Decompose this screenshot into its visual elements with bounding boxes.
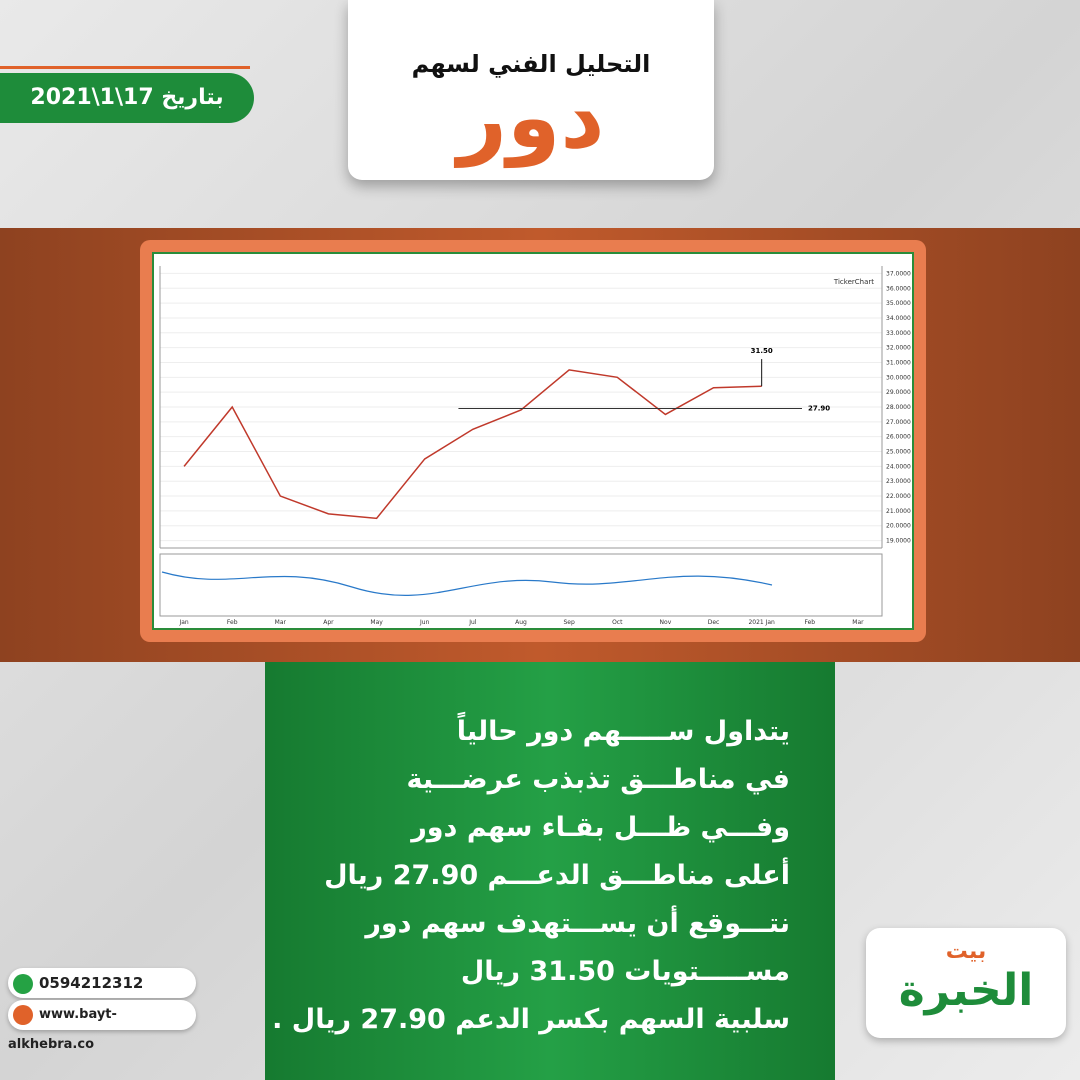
- y-tick-label: 30.0000: [886, 374, 911, 381]
- chart: TickerChart 19.0000 20.0000 21.0000 22.0000…: [152, 252, 914, 630]
- body-line: في مناطـــق تذبذب عرضـــية: [406, 764, 790, 795]
- x-tick-label: Jul: [468, 619, 477, 626]
- target-label: 31.50: [751, 347, 773, 355]
- y-tick-label: 20.0000: [886, 523, 911, 530]
- logo-main: الخبرة: [898, 965, 1034, 1016]
- body-line: أعلى مناطـــق الدعـــم 27.90 ريال: [324, 860, 790, 891]
- y-tick-label: 22.0000: [886, 493, 911, 500]
- x-tick-label: Aug: [515, 619, 527, 626]
- y-tick-label: 36.0000: [886, 285, 911, 292]
- indicator-pane: [159, 553, 883, 617]
- title: دور: [457, 68, 605, 168]
- phone-icon: [13, 973, 33, 994]
- support-label: 27.90: [808, 404, 830, 412]
- date-rule: [0, 66, 250, 69]
- x-tick-label: May: [370, 619, 383, 626]
- y-tick-label: 21.0000: [886, 508, 911, 515]
- y-tick-label: 26.0000: [886, 434, 911, 441]
- web-icon: [13, 1004, 33, 1025]
- text-box: [265, 662, 835, 1080]
- body-line: سلبية السهم بكسر الدعم 27.90 ريال .: [272, 1004, 790, 1035]
- body-line: نتـــوقع أن يســـتهدف سهم دور: [365, 908, 790, 939]
- x-tick-label: Dec: [708, 619, 720, 626]
- x-tick-label: Jan: [178, 619, 188, 626]
- phone-number: 0594212312: [39, 974, 144, 992]
- y-tick-label: 19.0000: [886, 538, 911, 545]
- subtitle: التحليل الفني لسهم: [411, 50, 651, 78]
- indicator-line: [161, 571, 773, 596]
- y-tick-label: 29.0000: [886, 389, 911, 396]
- date: بتاريخ 17\1\2021: [0, 73, 254, 123]
- y-tick-label: 28.0000: [886, 404, 911, 411]
- y-tick-label: 24.0000: [886, 463, 911, 470]
- body-line: يتداول ســـــهم دور حالياً: [456, 716, 790, 747]
- body-line: وفـــي ظـــل بقـاء سهم دور: [411, 812, 790, 843]
- website-url: www.bayt-alkhebra.co: [8, 1007, 117, 1052]
- x-tick-label: Feb: [804, 619, 815, 626]
- x-tick-label: 2021 Jan: [748, 619, 775, 626]
- x-tick-label: Oct: [612, 619, 623, 626]
- website: www.bayt-alkhebra.co: [8, 1000, 196, 1052]
- x-tick-label: Jun: [419, 619, 430, 626]
- y-tick-label: 23.0000: [886, 478, 911, 485]
- y-tick-label: 37.0000: [886, 270, 911, 277]
- y-tick-label: 27.0000: [886, 419, 911, 426]
- y-tick-label: 35.0000: [886, 300, 911, 307]
- x-tick-label: Mar: [275, 619, 287, 626]
- x-tick-label: Nov: [660, 619, 672, 626]
- logo-top: بيت: [945, 939, 987, 964]
- y-tick-label: 32.0000: [886, 345, 911, 352]
- x-tick-label: Sep: [563, 619, 575, 626]
- brand: TickerChart: [833, 278, 874, 286]
- price-line: [183, 369, 762, 520]
- title-card: التحليل الفني لسهم دور: [348, 0, 714, 180]
- x-tick-label: Feb: [227, 619, 238, 626]
- y-tick-label: 34.0000: [886, 315, 911, 322]
- y-tick-label: 25.0000: [886, 449, 911, 456]
- y-tick-label: 31.0000: [886, 359, 911, 366]
- body-text: يتداول ســـــهم دور حالياً في مناطـــق تذ…: [272, 708, 790, 1044]
- y-tick-label: 33.0000: [886, 330, 911, 337]
- x-tick-label: Apr: [323, 619, 334, 626]
- body-line: مســـــتويات 31.50 ريال: [460, 956, 790, 987]
- x-tick-label: Mar: [852, 619, 864, 626]
- phone: 0594212312: [8, 968, 196, 998]
- logo: بيت الخبرة: [866, 928, 1066, 1038]
